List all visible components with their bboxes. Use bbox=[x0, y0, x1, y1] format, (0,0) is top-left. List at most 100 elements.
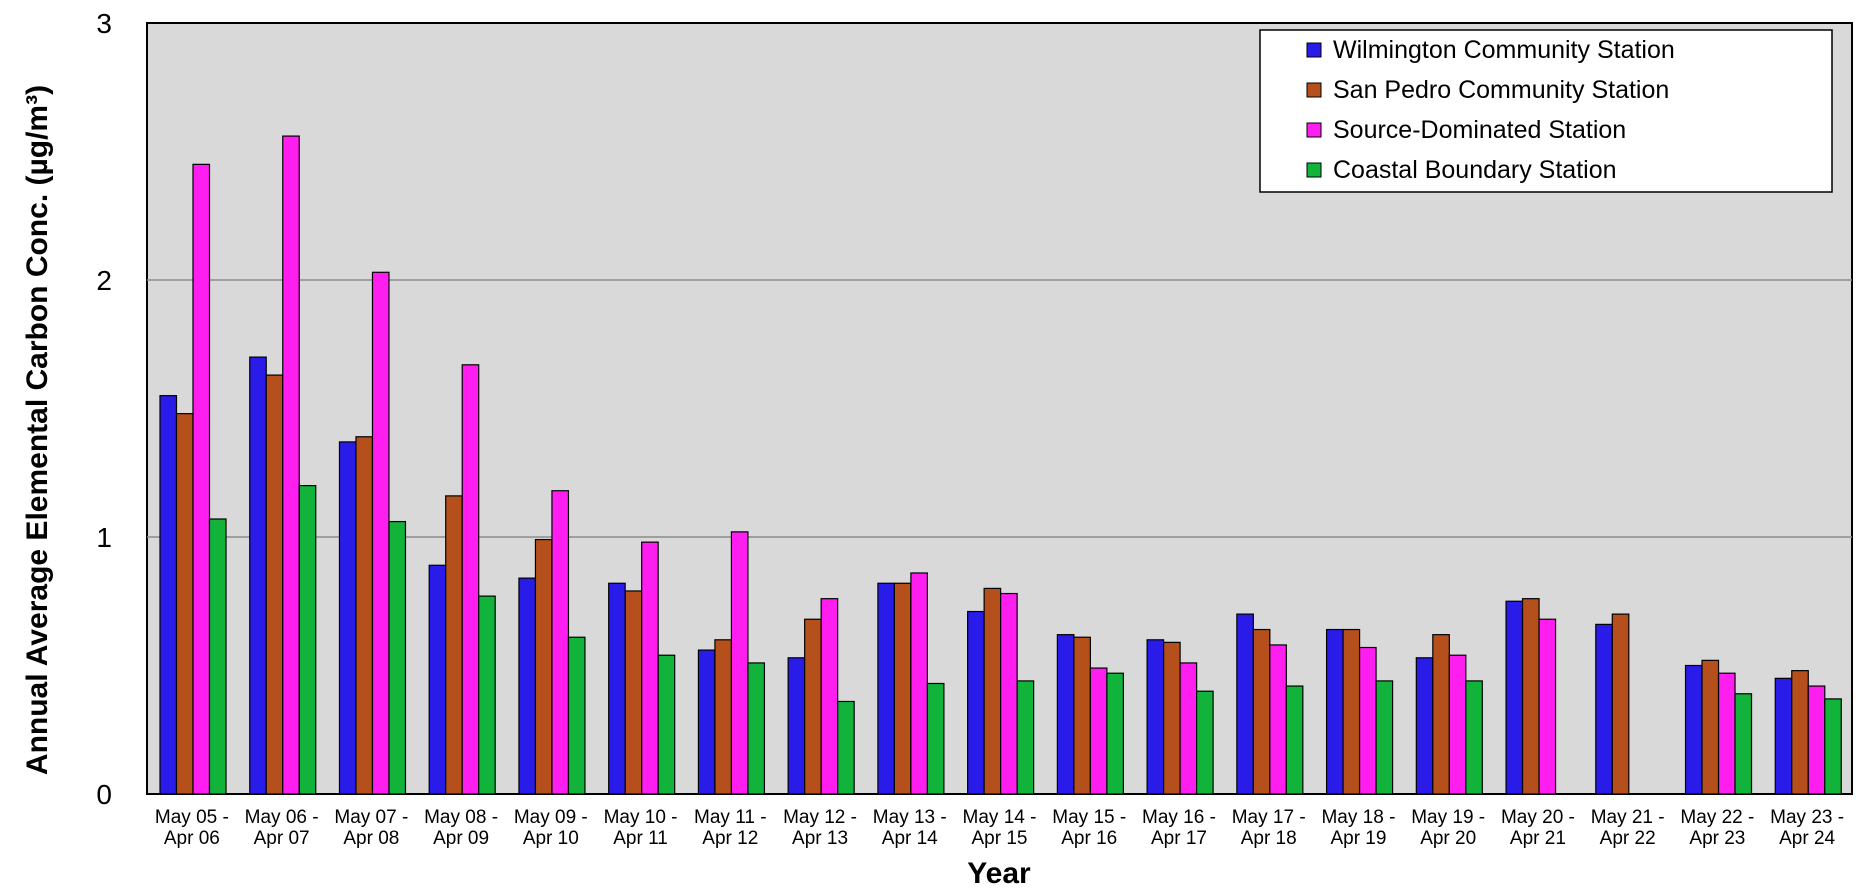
bar-4 bbox=[1824, 698, 1842, 795]
legend-label: Source-Dominated Station bbox=[1333, 116, 1626, 144]
legend-box bbox=[1259, 29, 1833, 193]
bar-3 bbox=[461, 364, 480, 795]
bar-1 bbox=[1415, 657, 1434, 795]
bar-1 bbox=[967, 610, 985, 795]
bar-4 bbox=[1016, 680, 1035, 795]
y-tick-label: 3 bbox=[96, 8, 112, 39]
x-tick-label: May 20 -Apr 21 bbox=[1501, 807, 1575, 849]
bar-3 bbox=[910, 572, 928, 795]
bar-2 bbox=[355, 436, 374, 795]
bar-3 bbox=[192, 163, 211, 795]
x-tick-label: May 16 -Apr 17 bbox=[1142, 807, 1216, 849]
x-tick-label: May 13 -Apr 14 bbox=[873, 807, 947, 849]
bar-2 bbox=[1611, 613, 1630, 795]
x-tick-label: May 23 -Apr 24 bbox=[1770, 807, 1844, 849]
x-tick-label: May 19 -Apr 20 bbox=[1411, 807, 1485, 849]
gridlines bbox=[147, 279, 1852, 538]
bar-4 bbox=[747, 662, 766, 795]
bar-1 bbox=[1146, 639, 1165, 795]
bar-4 bbox=[1734, 693, 1753, 795]
bar-3 bbox=[551, 490, 570, 795]
bar-4 bbox=[388, 520, 407, 795]
bar-4 bbox=[1196, 690, 1214, 795]
bar-1 bbox=[1684, 664, 1703, 795]
bar-1 bbox=[1056, 634, 1075, 795]
bar-4 bbox=[1465, 680, 1483, 795]
bar-4 bbox=[478, 595, 496, 795]
bars bbox=[159, 135, 1842, 795]
legend-swatch bbox=[1306, 162, 1322, 178]
x-tick-label: May 11 -Apr 12 bbox=[694, 807, 767, 849]
bar-3 bbox=[820, 598, 839, 795]
bar-1 bbox=[608, 582, 626, 795]
bar-3 bbox=[1538, 618, 1557, 795]
bar-3 bbox=[641, 541, 659, 795]
bar-4 bbox=[657, 654, 676, 795]
x-tick-label: May 21 -Apr 22 bbox=[1591, 807, 1665, 849]
bar-1 bbox=[1325, 628, 1344, 795]
legend-label: Coastal Boundary Station bbox=[1333, 156, 1617, 184]
bar-2 bbox=[1163, 641, 1181, 795]
bar-1 bbox=[159, 395, 178, 795]
bar-2 bbox=[624, 590, 643, 795]
bar-4 bbox=[837, 700, 855, 795]
bar-2 bbox=[175, 413, 194, 795]
x-tick-label: May 10 -Apr 11 bbox=[604, 807, 678, 849]
x-tick-label: May 08 -Apr 09 bbox=[424, 807, 498, 849]
bar-2 bbox=[1701, 659, 1720, 795]
x-tick-label: May 12 -Apr 13 bbox=[783, 807, 857, 849]
bar-4 bbox=[208, 518, 227, 795]
bar-3 bbox=[1179, 662, 1198, 795]
bar-2 bbox=[1073, 636, 1091, 795]
bar-1 bbox=[1774, 677, 1793, 795]
bar-1 bbox=[1595, 623, 1613, 795]
bar-3 bbox=[1089, 667, 1108, 795]
legend-label: San Pedro Community Station bbox=[1333, 76, 1669, 104]
bar-4 bbox=[1285, 685, 1304, 795]
bar-2 bbox=[1791, 670, 1809, 795]
bar-2 bbox=[1342, 628, 1361, 795]
bar-1 bbox=[877, 582, 895, 795]
bar-4 bbox=[1375, 680, 1394, 795]
bar-2 bbox=[1252, 628, 1271, 795]
bar-1 bbox=[518, 577, 537, 795]
x-tick-label: May 17 -Apr 18 bbox=[1232, 807, 1306, 849]
bar-2 bbox=[714, 639, 733, 795]
legend-swatch bbox=[1306, 122, 1322, 138]
bar-4 bbox=[926, 682, 945, 795]
y-tick-label: 2 bbox=[96, 265, 112, 296]
bar-3 bbox=[1448, 654, 1467, 795]
bar-1 bbox=[787, 657, 806, 795]
x-tick-labels: May 05 -Apr 06 May 06 -Apr 07 May 07 -Apr … bbox=[155, 807, 1844, 849]
legend-swatch bbox=[1306, 82, 1322, 98]
y-tick-labels: 0 1 2 3 bbox=[96, 8, 112, 810]
legend-label: Wilmington Community Station bbox=[1333, 36, 1675, 64]
bar-3 bbox=[1807, 685, 1826, 795]
bar-1 bbox=[1236, 613, 1254, 795]
bar-3 bbox=[1717, 672, 1736, 795]
bar-3 bbox=[371, 271, 390, 795]
bar-2 bbox=[804, 618, 822, 795]
bar-1 bbox=[249, 356, 267, 795]
bar-3 bbox=[1269, 644, 1287, 795]
bar-1 bbox=[338, 441, 357, 795]
bar-3 bbox=[730, 531, 749, 795]
bar-3 bbox=[1358, 646, 1377, 795]
x-tick-label: May 06 -Apr 07 bbox=[245, 807, 319, 849]
y-axis-title: Annual Average Elemental Carbon Conc. (µ… bbox=[21, 85, 54, 775]
bar-1 bbox=[428, 564, 447, 795]
bar-2 bbox=[534, 538, 553, 795]
x-tick-label: May 14 -Apr 15 bbox=[963, 807, 1037, 849]
bar-4 bbox=[298, 485, 317, 795]
y-tick-label: 0 bbox=[96, 779, 112, 810]
x-tick-label: May 22 -Apr 23 bbox=[1680, 807, 1754, 849]
bar-4 bbox=[567, 636, 586, 795]
bar-2 bbox=[265, 374, 284, 795]
x-tick-label: May 07 -Apr 08 bbox=[334, 807, 408, 849]
bar-3 bbox=[1000, 592, 1018, 795]
x-tick-label: May 05 -Apr 06 bbox=[155, 807, 229, 849]
bar-1 bbox=[697, 649, 716, 795]
bar-4 bbox=[1106, 672, 1124, 795]
bar-2 bbox=[983, 587, 1002, 795]
